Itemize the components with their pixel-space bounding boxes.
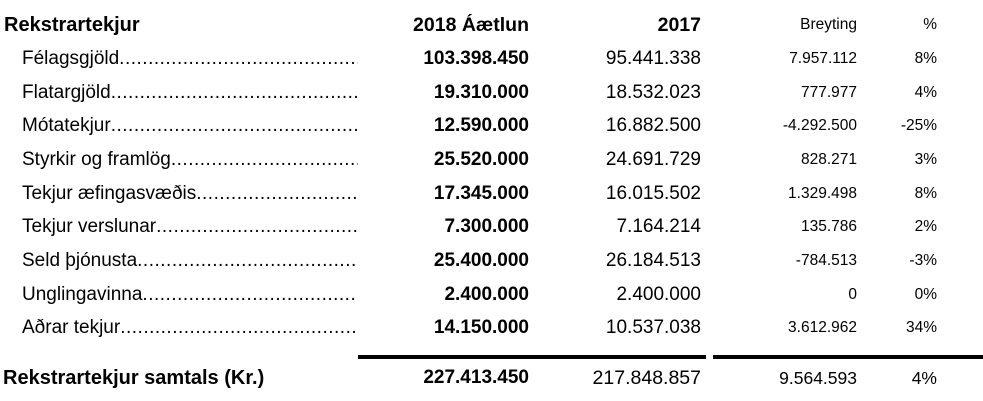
value-percent: 3% bbox=[914, 150, 937, 168]
dot-leader: ........................................… bbox=[170, 148, 358, 170]
value-2017: 95.441.338 bbox=[605, 47, 701, 69]
table-row: Seld þjónusta ..........................… bbox=[0, 244, 983, 278]
value-percent: -25% bbox=[900, 117, 937, 135]
value-2018-budget: 12.590.000 bbox=[433, 115, 529, 137]
value-2018-budget: 25.520.000 bbox=[433, 148, 529, 170]
value-2017: 16.882.500 bbox=[605, 115, 701, 137]
value-percent: 0% bbox=[914, 285, 937, 303]
row-label: Félagsgjöld bbox=[22, 47, 120, 69]
column-header-2017: 2017 bbox=[657, 13, 701, 36]
value-change: -784.513 bbox=[795, 251, 857, 269]
value-change: -4.292.500 bbox=[782, 117, 857, 135]
total-rule-left bbox=[358, 355, 706, 359]
row-label: Mótatekjur bbox=[22, 115, 111, 137]
dot-leader: ........................................… bbox=[196, 182, 358, 204]
table-row: Félagsgjöld ............................… bbox=[0, 42, 983, 76]
value-2018-budget: 7.300.000 bbox=[444, 216, 529, 238]
value-percent: 8% bbox=[914, 49, 937, 67]
value-change: 777.977 bbox=[800, 83, 857, 101]
table-row: Tekjur æfingasvæðis ....................… bbox=[0, 177, 983, 211]
value-percent: 8% bbox=[914, 184, 937, 202]
table-total-row: Rekstrartekjur samtals (Kr.) 227.413.450… bbox=[0, 363, 983, 393]
table-row: Aðrar tekjur ...........................… bbox=[0, 312, 983, 346]
row-label-cell: Seld þjónusta ..........................… bbox=[0, 250, 358, 272]
value-change: 1.329.498 bbox=[788, 184, 857, 202]
total-2018-budget: 227.413.450 bbox=[423, 367, 529, 389]
total-percent: 4% bbox=[911, 367, 937, 388]
row-label: Tekjur æfingasvæðis bbox=[22, 182, 197, 204]
row-label-cell: Unglingavinna ..........................… bbox=[0, 284, 358, 306]
table-row: Styrkir og framlög .....................… bbox=[0, 143, 983, 177]
total-change: 9.564.593 bbox=[779, 367, 857, 388]
value-2018-budget: 14.150.000 bbox=[433, 317, 529, 339]
value-percent: 34% bbox=[905, 319, 937, 337]
value-2017: 24.691.729 bbox=[605, 148, 701, 170]
total-rule-right bbox=[713, 355, 983, 359]
row-label-cell: Tekjur verslunar .......................… bbox=[0, 216, 358, 238]
row-label: Unglingavinna bbox=[22, 283, 143, 305]
value-2017: 18.532.023 bbox=[605, 81, 701, 103]
row-label-cell: Félagsgjöld ............................… bbox=[0, 48, 358, 70]
value-change: 3.612.962 bbox=[788, 319, 857, 337]
dot-leader: ........................................… bbox=[137, 249, 358, 271]
dot-leader: ........................................… bbox=[110, 115, 358, 137]
value-2017: 10.537.038 bbox=[605, 317, 701, 339]
dot-leader: ........................................… bbox=[110, 81, 358, 103]
row-label: Seld þjónusta bbox=[22, 249, 138, 271]
value-2017: 26.184.513 bbox=[605, 249, 701, 271]
value-2018-budget: 17.345.000 bbox=[433, 182, 529, 204]
table-title: Rekstrartekjur bbox=[4, 13, 140, 36]
value-percent: -3% bbox=[909, 251, 937, 269]
dot-leader: ........................................… bbox=[120, 317, 358, 339]
row-label: Tekjur verslunar bbox=[22, 216, 157, 238]
row-label-cell: Flatargjöld ............................… bbox=[0, 82, 358, 104]
column-header-percent: % bbox=[923, 16, 937, 33]
total-2017: 217.848.857 bbox=[592, 366, 701, 389]
value-2018-budget: 19.310.000 bbox=[433, 81, 529, 103]
value-2017: 16.015.502 bbox=[605, 182, 701, 204]
row-label: Styrkir og framlög bbox=[22, 148, 171, 170]
total-label: Rekstrartekjur samtals (Kr.) bbox=[3, 366, 265, 389]
value-percent: 2% bbox=[914, 218, 937, 236]
table-row: Tekjur verslunar .......................… bbox=[0, 210, 983, 244]
row-label: Aðrar tekjur bbox=[22, 317, 121, 339]
dot-leader: ........................................… bbox=[119, 47, 358, 69]
value-2018-budget: 25.400.000 bbox=[433, 249, 529, 271]
row-label-cell: Aðrar tekjur ...........................… bbox=[0, 317, 358, 339]
value-percent: 4% bbox=[914, 83, 937, 101]
row-label-cell: Styrkir og framlög .....................… bbox=[0, 149, 358, 171]
value-2017: 7.164.214 bbox=[616, 216, 701, 238]
value-2018-budget: 2.400.000 bbox=[444, 283, 529, 305]
value-2018-budget: 103.398.450 bbox=[423, 47, 529, 69]
value-change: 828.271 bbox=[800, 150, 857, 168]
row-label: Flatargjöld bbox=[22, 81, 111, 103]
dot-leader: ........................................… bbox=[142, 283, 358, 305]
value-change: 7.957.112 bbox=[789, 49, 857, 67]
table-row: Flatargjöld ............................… bbox=[0, 76, 983, 110]
row-label-cell: Mótatekjur .............................… bbox=[0, 115, 358, 137]
column-header-2018-budget: 2018 Áætlun bbox=[413, 13, 529, 36]
total-label-cell: Rekstrartekjur samtals (Kr.) bbox=[0, 367, 358, 390]
dot-leader: ........................................… bbox=[156, 216, 358, 238]
table-header-row: Rekstrartekjur 2018 Áætlun 2017 Breyting… bbox=[0, 8, 983, 42]
value-change: 135.786 bbox=[800, 218, 857, 236]
table-row: Mótatekjur .............................… bbox=[0, 109, 983, 143]
table-row: Unglingavinna ..........................… bbox=[0, 278, 983, 312]
value-2017: 2.400.000 bbox=[616, 283, 701, 305]
row-label-cell: Tekjur æfingasvæðis ....................… bbox=[0, 183, 358, 205]
value-change: 0 bbox=[848, 285, 857, 303]
column-header-change: Breyting bbox=[800, 16, 857, 33]
